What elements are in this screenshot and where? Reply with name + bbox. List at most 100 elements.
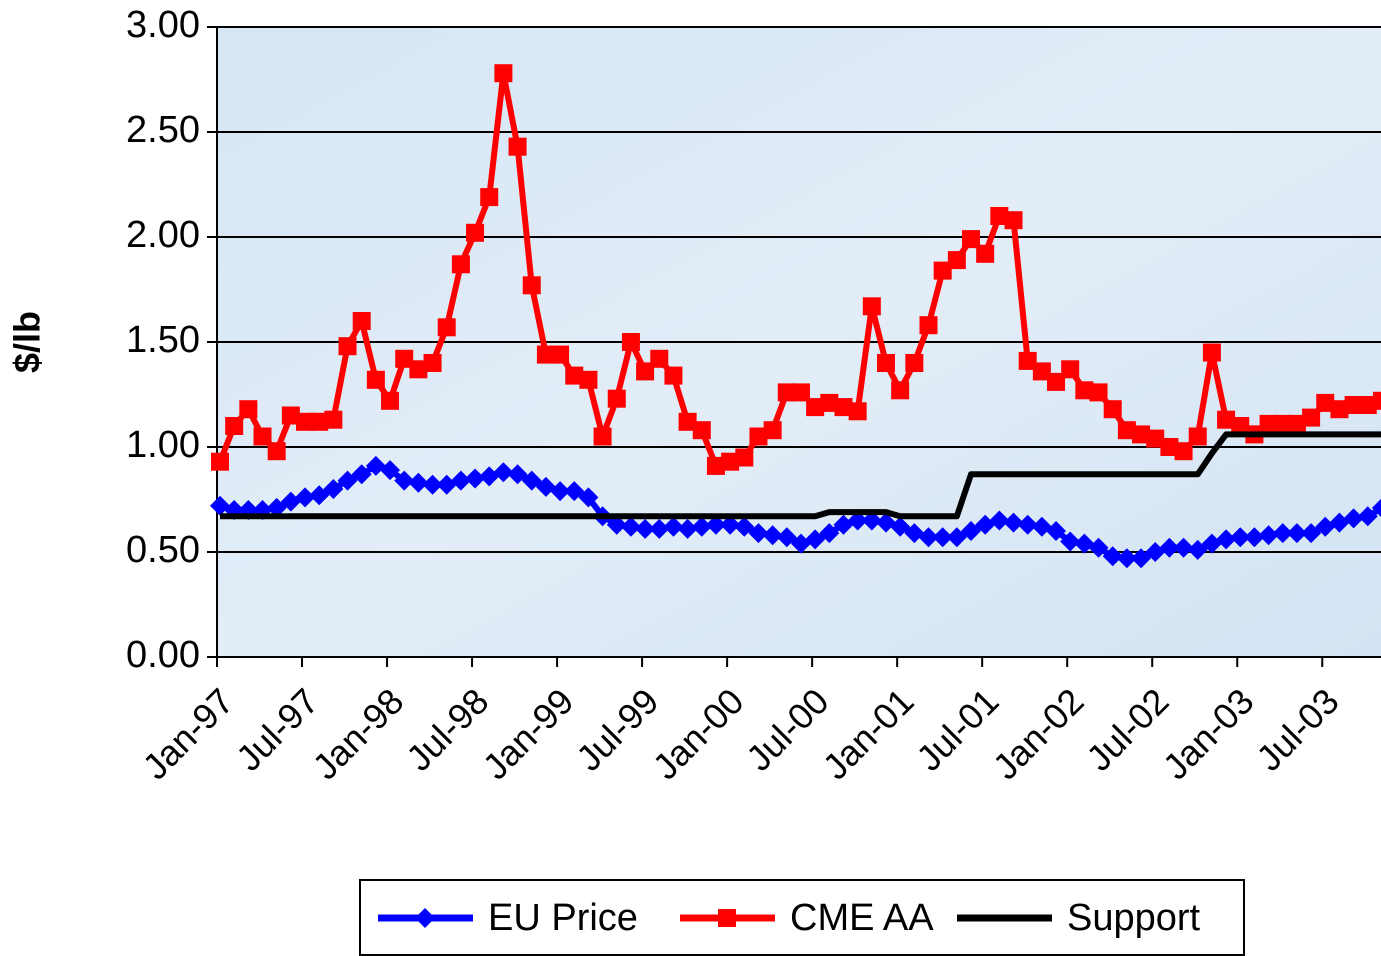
data-point [267, 442, 286, 461]
data-point [239, 400, 258, 419]
legend-label: CME AA [790, 897, 934, 939]
data-point [1047, 372, 1066, 391]
data-point [762, 525, 783, 546]
data-point [819, 523, 840, 544]
data-point [281, 406, 300, 425]
data-point [1060, 531, 1081, 552]
data-point [735, 448, 754, 467]
data-point [1301, 523, 1322, 544]
data-point [834, 398, 853, 417]
data-point [1159, 537, 1180, 558]
y-tick-label: 2.00 [126, 214, 200, 256]
data-point [636, 362, 655, 381]
data-point [1075, 381, 1094, 400]
data-point [295, 487, 316, 508]
data-point [394, 470, 415, 491]
data-point [776, 527, 797, 548]
data-point [763, 421, 782, 440]
data-point [664, 366, 683, 385]
data-point [551, 345, 570, 364]
data-point [791, 383, 810, 402]
y-tick-label: 2.50 [126, 109, 200, 151]
data-point [493, 462, 514, 483]
data-point [933, 261, 952, 280]
data-point [962, 230, 981, 249]
data-point [593, 427, 612, 446]
legend-label: EU Price [488, 897, 638, 939]
x-tick-label: Jan-00 [645, 680, 752, 787]
data-point [1088, 537, 1109, 558]
data-point [366, 370, 385, 389]
data-point [606, 514, 627, 535]
data-point [1017, 514, 1038, 535]
data-point [905, 354, 924, 372]
data-point [918, 527, 939, 548]
data-point [720, 514, 741, 535]
data-point [1003, 512, 1024, 533]
data-point [1259, 414, 1278, 433]
data-point [579, 370, 598, 389]
data-point [1217, 410, 1236, 429]
data-point [976, 244, 995, 263]
data-point [1344, 396, 1363, 414]
data-point [990, 207, 1009, 225]
data-point [1131, 548, 1152, 569]
data-point [620, 516, 641, 537]
data-point [1287, 414, 1306, 433]
data-point [721, 452, 740, 471]
data-point [1358, 396, 1377, 414]
data-point [862, 297, 881, 316]
data-point [1046, 521, 1067, 541]
data-point [324, 410, 343, 429]
data-point [961, 521, 982, 541]
data-point [550, 481, 571, 502]
data-point [323, 479, 344, 499]
data-point [1117, 421, 1136, 440]
data-point [777, 383, 796, 402]
data-point [621, 333, 640, 351]
data-point [1286, 523, 1307, 544]
x-tick-label: Jul-03 [1248, 680, 1346, 778]
y-axis-label: $/lb [7, 311, 48, 373]
legend-marker [718, 909, 736, 927]
series-line [220, 431, 1381, 520]
data-point [1343, 508, 1364, 529]
data-point [423, 354, 442, 372]
data-point [536, 345, 555, 364]
data-point [564, 481, 585, 502]
y-tick-label: 1.00 [126, 424, 200, 466]
data-point [450, 470, 471, 491]
data-point [266, 497, 287, 518]
data-point [1032, 362, 1051, 381]
data-point [932, 527, 953, 548]
data-point [494, 64, 513, 83]
data-point [848, 402, 867, 421]
data-point [919, 316, 938, 335]
y-tick-label: 0.50 [126, 529, 200, 571]
x-tick-label: Jan-99 [475, 680, 582, 787]
data-point [480, 188, 499, 207]
data-point [565, 366, 584, 385]
data-point [451, 255, 470, 274]
data-point [1216, 529, 1237, 550]
data-point [635, 518, 656, 539]
data-point [211, 452, 229, 471]
data-point [607, 389, 626, 408]
data-point [1103, 400, 1122, 419]
data-point [1258, 525, 1279, 546]
data-point [1272, 523, 1293, 544]
data-point [521, 470, 542, 491]
data-point [466, 223, 485, 242]
data-point [465, 468, 486, 489]
data-point [649, 518, 670, 539]
data-point [705, 514, 726, 535]
data-point [1202, 343, 1221, 362]
data-point [1372, 391, 1381, 410]
data-point [891, 381, 910, 400]
y-tick-label: 0.00 [126, 634, 200, 676]
data-point [1102, 546, 1123, 567]
data-point [1188, 427, 1207, 446]
data-point [678, 412, 697, 431]
y-tick-label: 1.50 [126, 319, 200, 361]
